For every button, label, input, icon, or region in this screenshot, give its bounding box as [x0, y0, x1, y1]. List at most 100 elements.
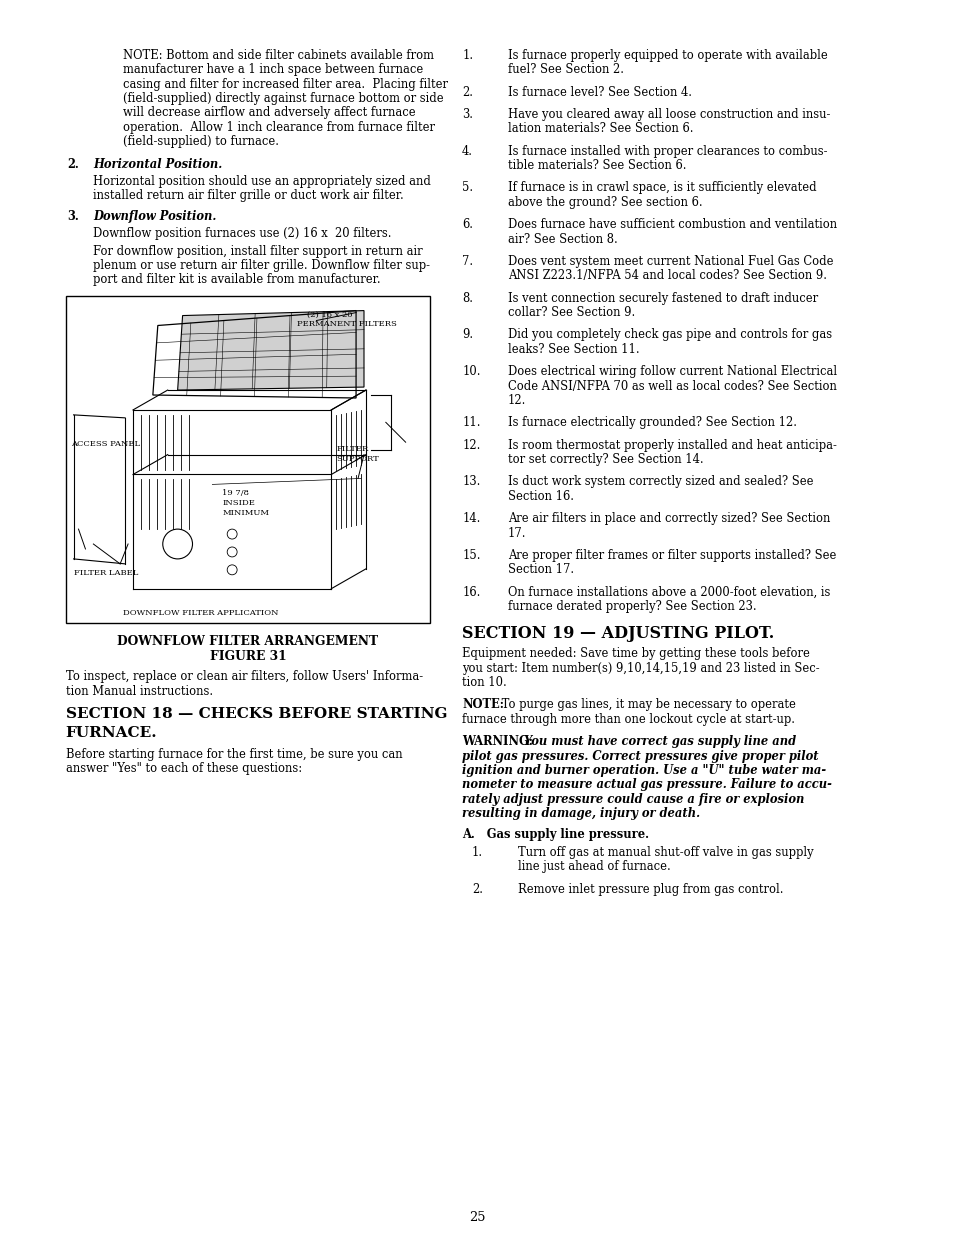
Text: manufacturer have a 1 inch space between furnace: manufacturer have a 1 inch space between…: [123, 63, 423, 77]
Text: Is vent connection securely fastened to draft inducer: Is vent connection securely fastened to …: [507, 292, 817, 304]
Text: Before starting furnace for the first time, be sure you can: Before starting furnace for the first ti…: [66, 747, 402, 761]
Text: 11.: 11.: [461, 417, 480, 429]
Text: port and filter kit is available from manufacturer.: port and filter kit is available from ma…: [93, 273, 380, 286]
Text: (field-supplied) directly against furnace bottom or side: (field-supplied) directly against furnac…: [123, 92, 443, 105]
Text: casing and filter for increased filter area.  Placing filter: casing and filter for increased filter a…: [123, 78, 448, 90]
Text: Are proper filter frames or filter supports installed? See: Are proper filter frames or filter suppo…: [507, 549, 835, 562]
Text: FILTER LABEL: FILTER LABEL: [73, 569, 138, 576]
Text: FIGURE 31: FIGURE 31: [210, 651, 286, 663]
Text: tor set correctly? See Section 14.: tor set correctly? See Section 14.: [507, 453, 702, 466]
Text: To inspect, replace or clean air filters, follow Users' Informa-: To inspect, replace or clean air filters…: [66, 670, 422, 683]
Text: Horizontal position should use an appropriately sized and: Horizontal position should use an approp…: [93, 174, 431, 188]
Text: resulting in damage, injury or death.: resulting in damage, injury or death.: [461, 808, 700, 820]
Text: MINIMUM: MINIMUM: [222, 510, 269, 517]
Text: Downflow position furnaces use (2) 16 x  20 filters.: Downflow position furnaces use (2) 16 x …: [93, 228, 392, 240]
Polygon shape: [177, 310, 364, 390]
Text: Turn off gas at manual shut-off valve in gas supply: Turn off gas at manual shut-off valve in…: [517, 846, 812, 858]
Text: Section 17.: Section 17.: [507, 563, 574, 576]
Text: You must have correct gas supply line and: You must have correct gas supply line an…: [519, 735, 795, 748]
Text: On furnace installations above a 2000-foot elevation, is: On furnace installations above a 2000-fo…: [507, 586, 829, 599]
Text: ACCESS PANEL: ACCESS PANEL: [71, 439, 139, 448]
Text: collar? See Section 9.: collar? See Section 9.: [507, 306, 635, 319]
Text: A.   Gas supply line pressure.: A. Gas supply line pressure.: [461, 828, 648, 841]
Text: Is furnace level? See Section 4.: Is furnace level? See Section 4.: [507, 85, 691, 99]
Text: 6.: 6.: [461, 218, 473, 231]
Text: ANSI Z223.1/NFPA 54 and local codes? See Section 9.: ANSI Z223.1/NFPA 54 and local codes? See…: [507, 270, 826, 282]
Text: air? See Section 8.: air? See Section 8.: [507, 233, 617, 246]
Text: rately adjust pressure could cause a fire or explosion: rately adjust pressure could cause a fir…: [461, 793, 803, 805]
Text: 13.: 13.: [461, 475, 480, 489]
Text: (2) 16 x 20: (2) 16 x 20: [306, 310, 352, 319]
Text: 15.: 15.: [461, 549, 480, 562]
Text: 8.: 8.: [461, 292, 473, 304]
Text: DOWNFLOW FILTER APPLICATION: DOWNFLOW FILTER APPLICATION: [123, 609, 278, 616]
Text: tible materials? See Section 6.: tible materials? See Section 6.: [507, 160, 685, 172]
Text: WARNING:: WARNING:: [461, 735, 533, 748]
Text: installed return air filter grille or duct work air filter.: installed return air filter grille or du…: [93, 189, 404, 203]
Text: DOWNFLOW FILTER ARRANGEMENT: DOWNFLOW FILTER ARRANGEMENT: [117, 636, 378, 648]
Text: Is duct work system correctly sized and sealed? See: Is duct work system correctly sized and …: [507, 475, 812, 489]
Text: Horizontal Position.: Horizontal Position.: [93, 157, 222, 171]
Text: furnace derated properly? See Section 23.: furnace derated properly? See Section 23…: [507, 600, 756, 614]
Text: 3.: 3.: [461, 108, 473, 121]
Text: 14.: 14.: [461, 512, 480, 526]
Text: Is room thermostat properly installed and heat anticipa-: Is room thermostat properly installed an…: [507, 439, 836, 452]
Text: Is furnace properly equipped to operate with available: Is furnace properly equipped to operate …: [507, 49, 826, 62]
Text: NOTE: Bottom and side filter cabinets available from: NOTE: Bottom and side filter cabinets av…: [123, 49, 434, 62]
Text: 16.: 16.: [461, 586, 480, 599]
Text: Does electrical wiring follow current National Electrical: Does electrical wiring follow current Na…: [507, 365, 836, 379]
Text: SECTION 19 — ADJUSTING PILOT.: SECTION 19 — ADJUSTING PILOT.: [461, 626, 774, 642]
Text: ignition and burner operation. Use a "U" tube water ma-: ignition and burner operation. Use a "U"…: [461, 764, 825, 777]
Text: 4.: 4.: [461, 145, 473, 157]
Text: operation.  Allow 1 inch clearance from furnace filter: operation. Allow 1 inch clearance from f…: [123, 121, 435, 134]
Text: above the ground? See section 6.: above the ground? See section 6.: [507, 195, 701, 209]
Text: Does vent system meet current National Fuel Gas Code: Does vent system meet current National F…: [507, 255, 832, 268]
Text: 2.: 2.: [461, 85, 473, 99]
Text: FILTER: FILTER: [335, 444, 368, 453]
Text: 9.: 9.: [461, 329, 473, 341]
Text: plenum or use return air filter grille. Downflow filter sup-: plenum or use return air filter grille. …: [93, 259, 430, 272]
Text: To purge gas lines, it may be necessary to operate: To purge gas lines, it may be necessary …: [497, 699, 795, 711]
Text: 19 7/8: 19 7/8: [222, 490, 249, 497]
Text: 1.: 1.: [461, 49, 473, 62]
Text: 2.: 2.: [68, 157, 79, 171]
Text: 5.: 5.: [461, 182, 473, 194]
Text: Did you completely check gas pipe and controls for gas: Did you completely check gas pipe and co…: [507, 329, 831, 341]
Text: tion 10.: tion 10.: [461, 677, 506, 689]
Text: 3.: 3.: [68, 210, 79, 223]
Text: will decrease airflow and adversely affect furnace: will decrease airflow and adversely affe…: [123, 106, 416, 120]
Text: SECTION 18 — CHECKS BEFORE STARTING: SECTION 18 — CHECKS BEFORE STARTING: [66, 706, 447, 721]
Text: FURNACE.: FURNACE.: [66, 726, 157, 740]
Text: you start: Item number(s) 9,10,14,15,19 and 23 listed in Sec-: you start: Item number(s) 9,10,14,15,19 …: [461, 662, 819, 674]
Text: answer "Yes" to each of these questions:: answer "Yes" to each of these questions:: [66, 762, 301, 776]
Text: (field-supplied) to furnace.: (field-supplied) to furnace.: [123, 135, 279, 148]
Text: SUPPORT: SUPPORT: [335, 455, 378, 463]
Text: Remove inlet pressure plug from gas control.: Remove inlet pressure plug from gas cont…: [517, 883, 782, 896]
Text: Equipment needed: Save time by getting these tools before: Equipment needed: Save time by getting t…: [461, 647, 809, 661]
Text: Does furnace have sufficient combustion and ventilation: Does furnace have sufficient combustion …: [507, 218, 836, 231]
Text: Is furnace installed with proper clearances to combus-: Is furnace installed with proper clearan…: [507, 145, 826, 157]
Text: INSIDE: INSIDE: [222, 500, 254, 507]
Text: NOTE:: NOTE:: [461, 699, 503, 711]
Text: furnace through more than one lockout cycle at start-up.: furnace through more than one lockout cy…: [461, 713, 794, 726]
Text: pilot gas pressures. Correct pressures give proper pilot: pilot gas pressures. Correct pressures g…: [461, 750, 818, 763]
Text: 25: 25: [468, 1211, 485, 1223]
Text: Code ANSI/NFPA 70 as well as local codes? See Section: Code ANSI/NFPA 70 as well as local codes…: [507, 380, 836, 392]
Text: Are air filters in place and correctly sized? See Section: Are air filters in place and correctly s…: [507, 512, 829, 526]
Text: 2.: 2.: [472, 883, 482, 896]
Text: nometer to measure actual gas pressure. Failure to accu-: nometer to measure actual gas pressure. …: [461, 778, 831, 792]
Text: For downflow position, install filter support in return air: For downflow position, install filter su…: [93, 245, 422, 257]
Text: leaks? See Section 11.: leaks? See Section 11.: [507, 343, 639, 356]
Text: Downflow Position.: Downflow Position.: [93, 210, 216, 223]
Text: 10.: 10.: [461, 365, 480, 379]
Text: lation materials? See Section 6.: lation materials? See Section 6.: [507, 122, 693, 135]
Text: fuel? See Section 2.: fuel? See Section 2.: [507, 63, 623, 77]
Text: 7.: 7.: [461, 255, 473, 268]
Text: Section 16.: Section 16.: [507, 490, 573, 503]
Text: 17.: 17.: [507, 527, 526, 539]
Text: 12.: 12.: [461, 439, 480, 452]
Text: If furnace is in crawl space, is it sufficiently elevated: If furnace is in crawl space, is it suff…: [507, 182, 816, 194]
Text: Is furnace electrically grounded? See Section 12.: Is furnace electrically grounded? See Se…: [507, 417, 796, 429]
Text: 12.: 12.: [507, 395, 525, 407]
Bar: [66, 296, 430, 623]
